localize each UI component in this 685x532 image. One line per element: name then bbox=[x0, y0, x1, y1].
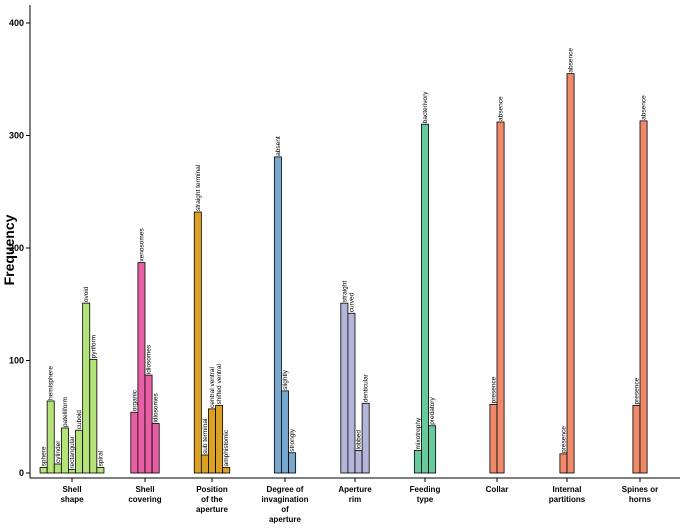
bar-label: idiosomes bbox=[153, 392, 160, 422]
bar bbox=[151, 423, 160, 474]
category-label: rim bbox=[349, 495, 361, 504]
bar-label: denticular bbox=[363, 373, 370, 402]
bar-label: xenosomes bbox=[138, 228, 145, 262]
bar-label: hemisphere bbox=[48, 366, 55, 400]
category-label: of the bbox=[201, 495, 223, 504]
bar bbox=[632, 405, 641, 474]
bar-label: mixotrophy bbox=[415, 417, 422, 450]
bar bbox=[39, 466, 48, 474]
bar bbox=[89, 358, 98, 474]
category-label: of bbox=[281, 505, 289, 514]
bar bbox=[75, 429, 84, 474]
bar-label: straight terminal bbox=[195, 164, 202, 211]
bar-label: absence bbox=[498, 96, 505, 121]
bars bbox=[39, 73, 648, 474]
bar bbox=[96, 466, 105, 474]
bar-label: absence bbox=[641, 95, 648, 120]
category-label: aperture bbox=[196, 505, 229, 514]
bar bbox=[60, 427, 69, 474]
bar-label: predatory bbox=[429, 397, 436, 425]
bar-label: rectangular bbox=[69, 435, 76, 468]
bar-label: presence bbox=[490, 376, 497, 403]
y-tick-label: 100 bbox=[9, 356, 24, 366]
bar bbox=[200, 454, 209, 474]
bar-label: sub terminal bbox=[202, 418, 209, 454]
bar-label: absence bbox=[568, 48, 575, 73]
bar-label: absent bbox=[275, 136, 282, 156]
category-label: Spines or bbox=[622, 485, 658, 494]
category-label: horns bbox=[629, 495, 652, 504]
bar-label: cuboid bbox=[76, 410, 83, 430]
category-label: shape bbox=[60, 495, 84, 504]
category-label: Shell bbox=[62, 485, 81, 494]
bar bbox=[273, 156, 282, 474]
bar-label: amphistomic bbox=[223, 429, 230, 466]
bar bbox=[340, 302, 349, 474]
bar-label: presence bbox=[633, 377, 640, 404]
bar-label: spiral bbox=[97, 450, 104, 466]
bar-label: curved bbox=[348, 292, 355, 312]
bar-label: idiosomes bbox=[146, 344, 153, 374]
bar-labels: sphere hemisphere cylinder patelliform recta… bbox=[41, 48, 648, 469]
bar bbox=[489, 403, 498, 474]
bar bbox=[566, 73, 575, 474]
bar bbox=[347, 312, 356, 474]
category-label: type bbox=[417, 495, 434, 504]
category-label: invagination bbox=[261, 495, 308, 504]
category-label: Internal bbox=[553, 485, 582, 494]
category-label: covering bbox=[128, 495, 161, 504]
bar-label: sphere bbox=[41, 446, 48, 466]
bar bbox=[137, 262, 146, 474]
bar-label: strongly bbox=[289, 428, 296, 452]
bar bbox=[208, 408, 216, 474]
bar bbox=[68, 469, 76, 474]
category-label: Degree of bbox=[267, 485, 304, 494]
bar-label: pyriform bbox=[90, 335, 97, 358]
bar bbox=[53, 463, 62, 474]
bar-label: presence bbox=[560, 426, 567, 453]
category-label: partitions bbox=[549, 495, 586, 504]
bar bbox=[361, 402, 370, 474]
bar-label: slightly bbox=[282, 369, 289, 390]
category-label: Aperture bbox=[338, 485, 372, 494]
bar bbox=[639, 120, 648, 474]
bar bbox=[421, 123, 429, 474]
category-label: Shell bbox=[135, 485, 154, 494]
bar bbox=[144, 374, 153, 474]
category-label: Position bbox=[196, 485, 228, 494]
bar bbox=[193, 211, 202, 474]
bar bbox=[222, 466, 231, 474]
bar-label: shifted ventral bbox=[216, 363, 223, 404]
bar-label: patelliform bbox=[62, 397, 69, 427]
y-tick-label: 200 bbox=[9, 243, 24, 253]
bar bbox=[82, 302, 91, 474]
category-label: Collar bbox=[486, 485, 509, 494]
bar-label: cylinder bbox=[55, 440, 62, 463]
bar bbox=[559, 453, 568, 474]
axes: 0 100 200 300 400 bbox=[9, 5, 680, 479]
bar bbox=[215, 405, 224, 474]
bar-label: straight bbox=[341, 281, 348, 303]
category-label: aperture bbox=[269, 515, 302, 524]
bar bbox=[354, 450, 363, 474]
bar bbox=[428, 425, 437, 474]
bar bbox=[281, 390, 289, 474]
y-axis-label: Frequency bbox=[1, 214, 17, 285]
bar-label: ovoid bbox=[83, 286, 90, 302]
y-tick-label: 300 bbox=[9, 131, 24, 141]
bar-label: organic bbox=[131, 389, 138, 411]
bar bbox=[496, 121, 505, 474]
category-label: Feeding bbox=[410, 485, 441, 494]
bar-label: bacterivory bbox=[422, 91, 429, 124]
bar bbox=[413, 450, 422, 474]
bar bbox=[130, 411, 139, 474]
y-tick-label: 0 bbox=[19, 468, 24, 478]
bar-label: lobbed bbox=[356, 430, 363, 450]
bar bbox=[46, 400, 55, 474]
bar-label: central ventral bbox=[209, 366, 216, 407]
y-tick-label: 400 bbox=[9, 18, 24, 28]
bar bbox=[288, 452, 297, 474]
